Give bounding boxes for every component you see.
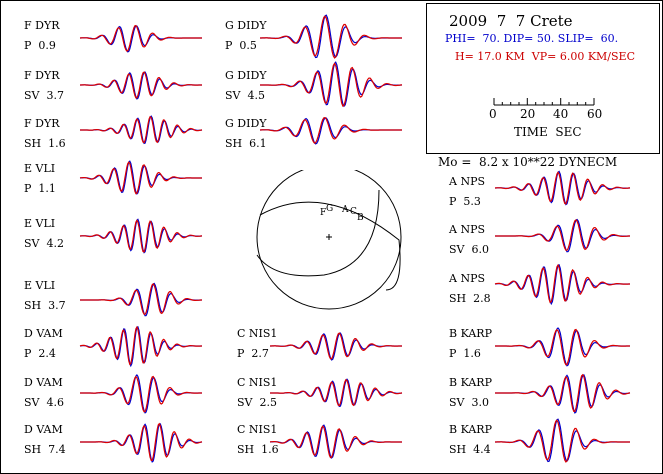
synthetic-waveform-trace — [260, 15, 402, 59]
synthetic-waveform-trace — [80, 115, 203, 144]
trace-station-label: G DIDY — [225, 19, 267, 32]
synthetic-waveform-trace — [80, 422, 203, 462]
trace-station-label: E VLI — [24, 217, 56, 230]
trace-station-label: E VLI — [24, 279, 56, 292]
trace-station-label: F DYR — [24, 19, 60, 32]
beachball-station-label: C — [350, 207, 357, 217]
trace-station-label: B KARP — [449, 376, 492, 389]
trace-station-label: D VAM — [24, 376, 63, 389]
trace-phase-amplitude-label: SV 4.5 — [225, 89, 265, 102]
trace-station-label: B KARP — [449, 423, 492, 436]
observed-waveform-trace — [80, 25, 202, 53]
event-info-box: 2009 7 7 Crete PHI= 70. DIP= 50. SLIP= 6… — [426, 3, 660, 154]
fault-parameters: PHI= 70. DIP= 50. SLIP= 60. — [445, 32, 619, 45]
beachball-outline — [256, 170, 402, 310]
time-scale-tick-label: 40 — [553, 107, 569, 121]
trace-phase-amplitude-label: SH 6.1 — [225, 137, 267, 150]
synthetic-waveform-trace — [79, 325, 202, 366]
synthetic-waveform-trace — [494, 171, 631, 205]
trace-phase-amplitude-label: P 2.4 — [24, 347, 56, 360]
trace-phase-amplitude-label: P 1.6 — [449, 347, 481, 360]
trace-station-label: C NIS1 — [237, 423, 278, 436]
nodal-plane-2 — [256, 189, 380, 277]
trace-phase-amplitude-label: SV 3.7 — [24, 89, 64, 102]
trace-phase-amplitude-label: P 5.3 — [449, 195, 481, 208]
beachball-station-label: G — [326, 204, 334, 214]
beachball-center-mark — [326, 234, 332, 240]
trace-station-label: D VAM — [24, 423, 63, 436]
trace-station-label: B KARP — [449, 327, 492, 340]
trace-phase-amplitude-label: P 1.1 — [24, 182, 56, 195]
observed-waveform-trace — [495, 374, 631, 414]
trace-phase-amplitude-label: SH 3.7 — [24, 299, 66, 312]
observed-waveform-trace — [495, 170, 630, 206]
depth-velocity-parameters: H= 17.0 KM VP= 6.00 KM/SEC — [455, 50, 635, 63]
time-scale-bar — [493, 98, 595, 106]
time-scale-tick-label: 20 — [520, 107, 536, 121]
trace-station-label: A NPS — [449, 175, 486, 188]
observed-waveform-trace — [260, 117, 402, 145]
observed-waveform-trace — [495, 327, 630, 367]
trace-station-label: C NIS1 — [237, 376, 278, 389]
beachball-station-label: B — [357, 213, 364, 223]
observed-waveform-trace — [260, 14, 402, 59]
observed-waveform-trace — [80, 374, 202, 414]
trace-station-label: F DYR — [24, 117, 60, 130]
trace-phase-amplitude-label: SH 4.4 — [449, 443, 491, 456]
trace-station-label: C NIS1 — [237, 327, 278, 340]
trace-station-label: A NPS — [449, 223, 486, 236]
trace-station-label: G DIDY — [225, 117, 267, 130]
trace-phase-amplitude-label: SH 1.6 — [24, 137, 66, 150]
time-scale-tick-label: 0 — [489, 107, 497, 121]
trace-phase-amplitude-label: SV 4.2 — [24, 237, 64, 250]
trace-station-label: D VAM — [24, 327, 63, 340]
observed-waveform-trace — [80, 218, 202, 254]
event-title: 2009 7 7 Crete — [449, 12, 573, 30]
trace-phase-amplitude-label: SV 2.5 — [237, 396, 277, 409]
beachball-station-label: A — [342, 205, 349, 215]
synthetic-waveform-trace — [79, 24, 202, 52]
synthetic-waveform-trace — [259, 116, 402, 144]
trace-station-label: G DIDY — [225, 69, 267, 82]
synthetic-waveform-trace — [495, 373, 631, 413]
beachball-station-label: F — [320, 208, 327, 218]
observed-waveform-trace — [495, 418, 630, 463]
synthetic-waveform-trace — [494, 263, 630, 304]
trace-station-label: F DYR — [24, 69, 60, 82]
synthetic-waveform-trace — [495, 219, 630, 251]
synthetic-waveform-trace — [260, 62, 403, 107]
synthetic-waveform-trace — [495, 328, 630, 366]
time-axis-label: TIME SEC — [514, 125, 582, 139]
trace-phase-amplitude-label: SH 1.6 — [237, 443, 279, 456]
trace-phase-amplitude-label: P 2.7 — [237, 347, 269, 360]
trace-phase-amplitude-label: SV 3.0 — [449, 396, 489, 409]
synthetic-waveform-trace — [80, 375, 202, 413]
synthetic-waveform-trace — [270, 378, 403, 407]
time-scale-tick-label: 60 — [587, 107, 603, 121]
synthetic-waveform-trace — [269, 425, 402, 459]
trace-phase-amplitude-label: P 0.5 — [225, 39, 257, 52]
synthetic-waveform-trace — [79, 161, 202, 195]
nodal-plane-1 — [259, 201, 401, 291]
trace-phase-amplitude-label: SH 2.8 — [449, 292, 491, 305]
observed-waveform-trace — [269, 424, 402, 459]
trace-station-label: A NPS — [449, 272, 486, 285]
observed-waveform-trace — [79, 160, 202, 195]
observed-waveform-trace — [80, 423, 203, 463]
seismic-moment-label: Mo = 8.2 x 10**22 DYNECM — [438, 155, 618, 169]
synthetic-waveform-trace — [80, 283, 202, 315]
synthetic-waveform-trace — [270, 332, 402, 360]
synthetic-waveform-trace — [80, 71, 202, 99]
trace-phase-amplitude-label: SV 4.6 — [24, 396, 64, 409]
trace-phase-amplitude-label: SH 7.4 — [24, 443, 66, 456]
trace-phase-amplitude-label: SV 6.0 — [449, 243, 489, 256]
synthetic-waveform-trace — [495, 419, 630, 463]
trace-station-label: E VLI — [24, 162, 56, 175]
focal-mechanism-beachball — [256, 170, 402, 310]
trace-phase-amplitude-label: P 0.9 — [24, 39, 56, 52]
synthetic-waveform-trace — [79, 219, 203, 253]
